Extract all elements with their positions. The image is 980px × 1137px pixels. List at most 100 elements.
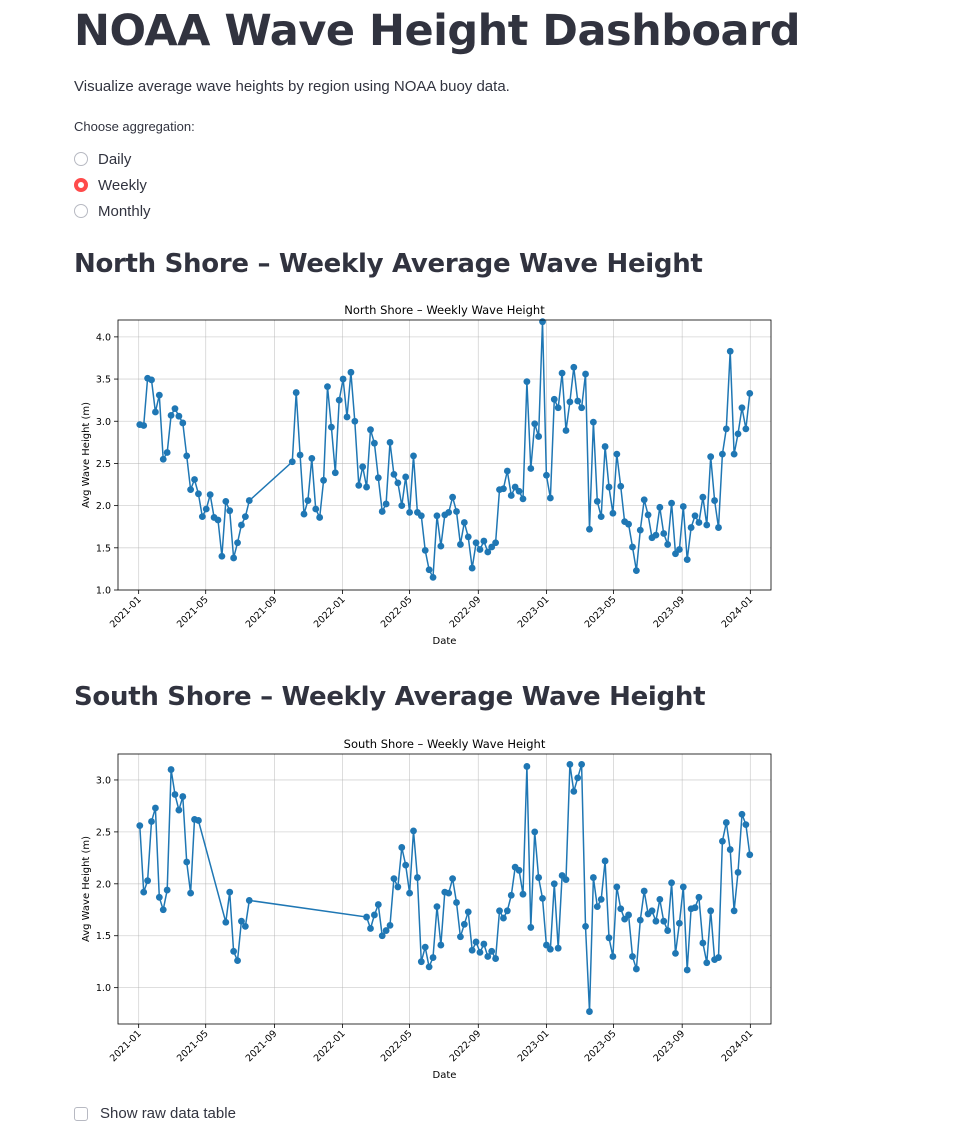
data-point <box>468 946 476 954</box>
data-point <box>179 793 187 800</box>
data-point <box>152 408 159 416</box>
data-point <box>503 907 511 915</box>
radio-weekly[interactable]: Weekly <box>74 172 151 198</box>
data-point <box>515 866 523 874</box>
data-point <box>582 370 589 378</box>
data-point <box>453 899 460 906</box>
data-point <box>421 943 429 951</box>
data-point <box>679 883 687 891</box>
data-point <box>300 510 308 518</box>
chart-title: South Shore – Weekly Wave Height <box>344 737 546 751</box>
data-point <box>171 405 179 412</box>
data-point <box>605 483 613 491</box>
data-point <box>574 774 582 782</box>
data-point <box>742 425 750 433</box>
data-point <box>566 398 574 406</box>
data-point <box>226 888 234 896</box>
radio-circle-icon[interactable] <box>74 152 88 166</box>
data-point <box>507 891 515 899</box>
data-point <box>715 954 722 961</box>
data-point <box>675 546 683 553</box>
data-point <box>159 455 167 463</box>
data-point <box>582 922 589 930</box>
data-point <box>507 492 515 499</box>
data-point <box>722 819 730 826</box>
data-point <box>136 822 144 830</box>
data-point <box>586 1008 593 1015</box>
data-point <box>738 404 746 412</box>
data-point <box>288 458 296 466</box>
data-point <box>644 511 652 519</box>
data-point <box>374 901 382 908</box>
data-point <box>324 383 331 391</box>
data-point <box>715 524 722 531</box>
data-point <box>226 507 234 515</box>
data-point <box>148 376 155 384</box>
data-point <box>570 787 578 795</box>
radio-selected-icon[interactable] <box>74 178 88 192</box>
data-point <box>589 418 597 426</box>
y-tick-label: 3.0 <box>96 417 111 428</box>
data-point <box>218 552 226 560</box>
data-point <box>355 481 363 489</box>
data-point <box>457 541 464 548</box>
x-tick-label: 2021-01 <box>108 1028 144 1064</box>
data-point <box>187 486 195 493</box>
y-tick-label: 3.0 <box>96 775 111 786</box>
data-point <box>316 514 324 521</box>
data-point <box>402 861 410 869</box>
data-point <box>425 963 433 971</box>
checkbox-icon[interactable] <box>74 1106 88 1121</box>
data-point <box>554 404 562 412</box>
show-raw-data-checkbox[interactable]: Show raw data table <box>74 1105 236 1122</box>
data-point <box>183 452 191 460</box>
data-point <box>668 879 675 887</box>
data-point <box>539 894 546 902</box>
data-point <box>609 953 617 960</box>
north-shore-chart: 1.0 1.5 2.0 2.5 3.0 3.5 4.0 2021-01 2021-05 2021-… <box>81 303 772 647</box>
data-point <box>402 473 410 481</box>
data-point <box>730 450 738 458</box>
data-point <box>234 957 241 965</box>
data-point <box>527 924 535 931</box>
data-point <box>175 412 183 420</box>
data-point <box>167 411 175 419</box>
y-axis-label: Avg Wave Height (m) <box>81 836 92 942</box>
radio-circle-icon[interactable] <box>74 204 88 218</box>
data-point <box>433 903 441 911</box>
radio-weekly-label: Weekly <box>98 176 147 194</box>
data-point <box>480 537 488 545</box>
data-point <box>238 521 245 529</box>
radio-daily[interactable]: Daily <box>74 146 151 172</box>
data-point <box>292 389 300 396</box>
data-point <box>679 503 687 510</box>
radio-monthly[interactable]: Monthly <box>74 198 151 224</box>
data-point <box>429 954 437 961</box>
data-point <box>691 904 699 912</box>
data-point <box>503 467 511 475</box>
x-tick-label: 2021-09 <box>244 594 280 630</box>
x-tick-label: 2023-01 <box>516 594 552 630</box>
data-point <box>386 438 394 446</box>
data-point <box>519 495 527 503</box>
data-point <box>636 526 644 534</box>
x-axis-label: Date <box>433 1070 457 1081</box>
data-point <box>546 494 554 502</box>
data-point <box>531 828 539 836</box>
data-point <box>636 916 644 924</box>
data-point <box>543 471 550 479</box>
data-point <box>468 564 476 572</box>
data-point <box>335 396 343 404</box>
data-point <box>394 479 402 487</box>
data-point <box>476 546 484 553</box>
data-point <box>144 877 152 885</box>
data-point <box>140 888 148 896</box>
data-point <box>163 449 171 456</box>
data-point <box>719 450 726 458</box>
x-tick-label: 2023-09 <box>651 1028 687 1064</box>
data-point <box>726 846 734 853</box>
data-point <box>492 955 500 962</box>
y-tick-label: 4.0 <box>96 332 111 343</box>
data-point <box>734 868 742 876</box>
x-tick-label: 2022-09 <box>448 1028 484 1064</box>
